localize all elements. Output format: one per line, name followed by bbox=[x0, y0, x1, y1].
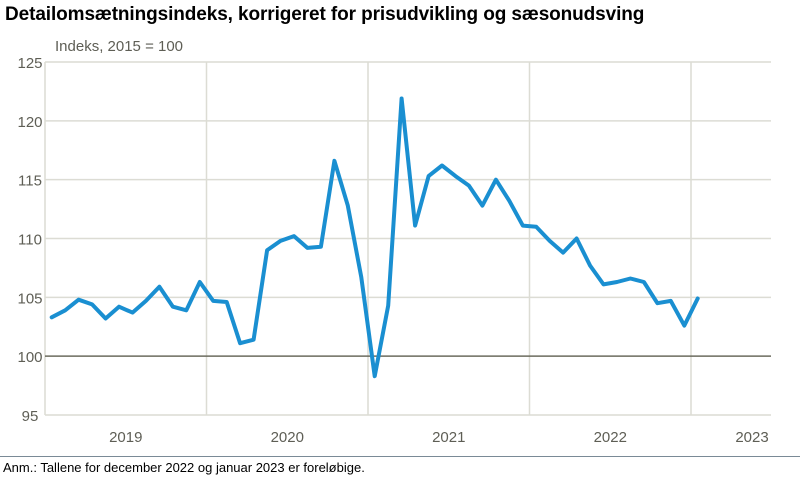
data-line bbox=[49, 96, 700, 379]
y-tick-label: 115 bbox=[18, 173, 42, 190]
y-axis-ticks: 95 100 105 110 115 120 125 bbox=[17, 55, 42, 425]
chart-title: Detailomsætningsindeks, korrigeret for p… bbox=[5, 4, 645, 25]
x-tick-label: 2022 bbox=[594, 429, 627, 446]
y-axis-label: Indeks, 2015 = 100 bbox=[55, 38, 184, 55]
y-tick-label: 110 bbox=[18, 232, 42, 249]
y-tick-label: 105 bbox=[17, 290, 42, 307]
x-tick-label: 2019 bbox=[109, 429, 142, 446]
line-chart: 95 100 105 110 115 120 125 2019 2020 2021 2022 202… bbox=[17, 55, 771, 446]
y-tick-label: 100 bbox=[17, 349, 42, 366]
x-tick-label: 2021 bbox=[432, 429, 465, 446]
footer-divider bbox=[0, 456, 800, 457]
grid-lines bbox=[44, 61, 771, 416]
x-axis-ticks: 2019 2020 2021 2022 2023 bbox=[109, 429, 769, 446]
x-tick-label: 2023 bbox=[735, 429, 768, 446]
y-tick-label: 120 bbox=[17, 114, 42, 131]
y-tick-label: 95 bbox=[22, 408, 39, 425]
footnote: Anm.: Tallene for december 2022 og janua… bbox=[3, 460, 365, 475]
y-tick-label: 125 bbox=[17, 55, 42, 72]
x-tick-label: 2020 bbox=[271, 429, 304, 446]
